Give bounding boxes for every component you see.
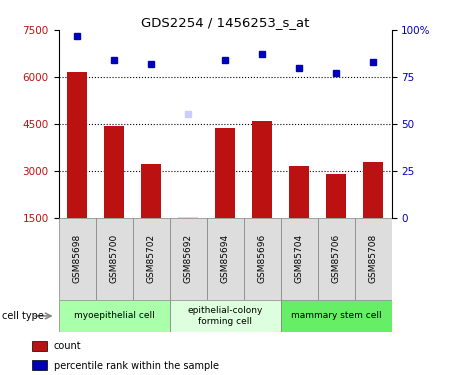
Bar <box>141 164 161 218</box>
Text: cell type: cell type <box>2 311 44 321</box>
Bar <box>58 217 95 300</box>
Bar <box>207 217 243 300</box>
Bar <box>289 166 309 218</box>
Bar <box>355 217 392 300</box>
Bar <box>132 217 170 300</box>
Bar <box>58 300 170 332</box>
Bar <box>170 300 280 332</box>
Bar <box>318 217 355 300</box>
Text: GSM85700: GSM85700 <box>109 234 118 284</box>
Text: GSM85704: GSM85704 <box>294 234 303 284</box>
Text: GSM85702: GSM85702 <box>147 234 156 284</box>
Text: myoepithelial cell: myoepithelial cell <box>74 311 154 320</box>
Bar <box>243 217 280 300</box>
Text: GSM85698: GSM85698 <box>72 234 81 284</box>
Bar <box>32 360 47 370</box>
Bar <box>215 128 235 217</box>
Text: mammary stem cell: mammary stem cell <box>291 311 381 320</box>
Text: percentile rank within the sample: percentile rank within the sample <box>54 360 219 370</box>
Text: epithelial-colony
forming cell: epithelial-colony forming cell <box>187 306 263 326</box>
Text: GSM85706: GSM85706 <box>332 234 341 284</box>
Title: GDS2254 / 1456253_s_at: GDS2254 / 1456253_s_at <box>141 16 309 29</box>
Bar <box>170 217 207 300</box>
Bar <box>95 217 132 300</box>
Text: GSM85696: GSM85696 <box>257 234 266 284</box>
Bar <box>104 126 124 218</box>
Text: GSM85708: GSM85708 <box>369 234 378 284</box>
Bar <box>363 162 383 218</box>
Bar <box>67 72 87 217</box>
Bar <box>252 121 272 218</box>
Text: GSM85692: GSM85692 <box>184 234 193 284</box>
Bar <box>326 174 346 217</box>
Bar <box>32 340 47 351</box>
Bar <box>280 217 318 300</box>
Bar <box>280 300 392 332</box>
Text: GSM85694: GSM85694 <box>220 234 230 284</box>
Text: count: count <box>54 341 81 351</box>
